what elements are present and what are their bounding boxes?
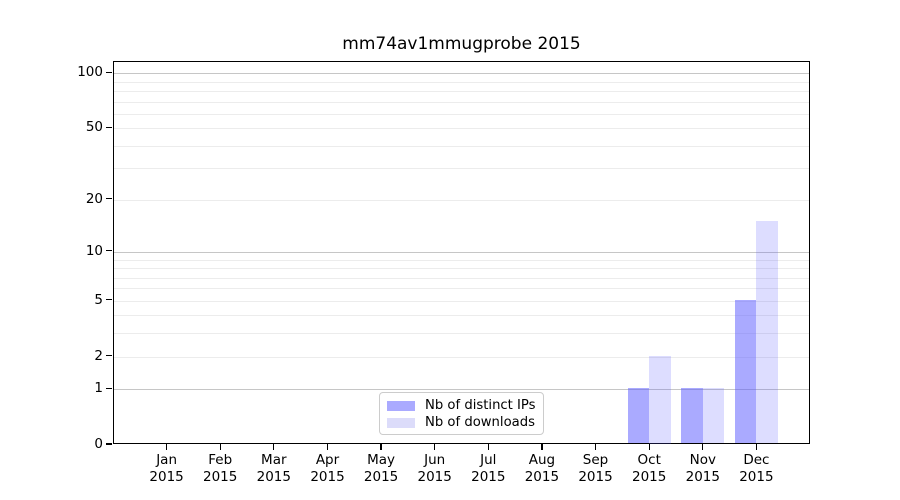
x-tick-label: Mar 2015 [256,452,291,485]
grid-line-major [114,73,809,75]
x-tick-label: Aug 2015 [524,452,560,485]
legend-item-downloads: Nb of downloads [387,415,536,430]
y-tick-label: 0 [94,436,103,452]
x-tick-label: Feb 2015 [203,452,238,485]
chart-title: mm74av1mmugprobe 2015 [342,34,581,54]
grid-line-major [114,251,809,253]
grid-line-minor [114,356,809,358]
y-tick-label: 5 [94,291,103,308]
y-tick-mark [106,443,112,445]
bar-downloads-nov [702,388,725,444]
y-tick-mark [106,387,112,389]
grid-line-major [114,389,809,391]
grid-line-minor [114,199,809,201]
grid-line-minor [114,277,809,279]
x-tick-mark [702,444,704,450]
grid-line-minor [114,128,809,130]
legend: Nb of distinct IPs Nb of downloads [379,392,544,435]
x-tick-mark [380,444,382,450]
grid-line-minor [114,81,809,83]
legend-label-downloads: Nb of downloads [425,415,535,430]
x-tick-mark [755,444,758,450]
x-tick-label: Jan 2015 [149,452,184,485]
y-tick-mark [106,250,112,252]
grid-line-minor [114,90,809,92]
x-tick-label: Jun 2015 [417,452,452,485]
x-tick-label: Jul 2015 [471,452,506,485]
x-tick-label: May 2015 [363,452,399,485]
grid-line-minor [114,101,809,103]
bar-distinct-ips-dec [735,299,757,444]
legend-swatch-downloads [387,417,415,428]
bar-distinct-ips-nov [681,388,703,444]
bar-downloads-oct [649,355,671,444]
grid-line-minor [114,300,809,302]
grid-line-minor [114,145,809,147]
grid-line-minor [114,315,809,317]
grid-line-minor [114,288,809,290]
grid-line-minor [114,333,809,335]
y-tick-label: 20 [85,190,103,207]
x-tick-mark [219,444,221,450]
plot-area [113,61,810,444]
y-tick-label: 1 [94,380,103,397]
grid-line-minor [114,259,809,261]
bar-downloads-dec [756,220,778,444]
grid-line-minor [114,113,809,115]
y-tick-label: 100 [77,64,103,81]
x-tick-mark [434,444,436,450]
x-tick-mark [273,444,275,450]
x-tick-mark [541,444,543,450]
grid-line-minor [114,168,809,170]
bar-distinct-ips-oct [627,388,650,444]
y-tick-label: 10 [85,242,103,259]
y-tick-mark [106,198,112,200]
x-tick-label: Apr 2015 [310,452,345,485]
x-tick-mark [594,444,597,450]
y-tick-mark [106,298,112,301]
x-tick-mark [487,444,489,450]
y-tick-mark [106,126,112,128]
y-tick-mark [106,354,112,357]
x-tick-label: Sep 2015 [578,452,613,485]
x-tick-label: Dec 2015 [739,452,774,485]
y-tick-label: 50 [85,119,103,136]
x-tick-mark [165,444,168,450]
legend-label-distinct-ips: Nb of distinct IPs [425,398,536,413]
y-tick-label: 2 [94,347,103,364]
x-tick-label: Oct 2015 [632,452,667,485]
x-tick-label: Nov 2015 [685,452,720,485]
y-tick-mark [106,71,112,73]
grid-line-minor [114,268,809,269]
x-tick-mark [326,444,329,450]
x-tick-mark [648,444,650,450]
legend-item-distinct-ips: Nb of distinct IPs [387,398,536,413]
legend-swatch-distinct-ips [387,400,415,411]
